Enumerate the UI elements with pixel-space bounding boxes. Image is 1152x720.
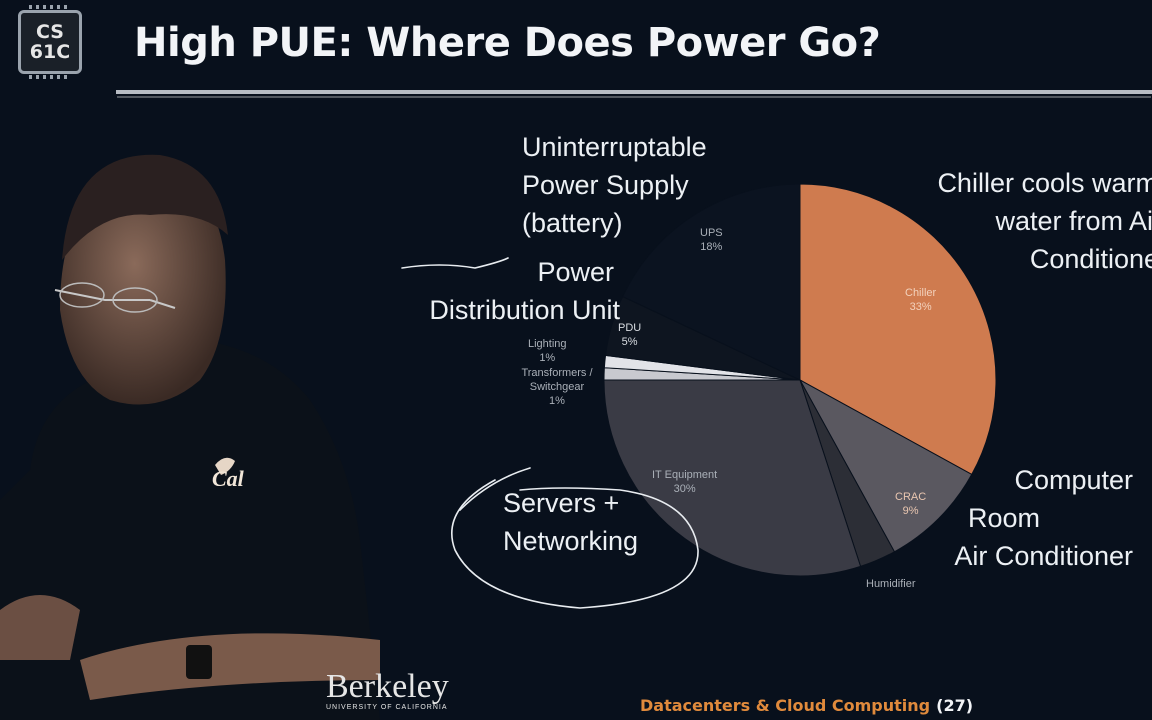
logo-line-2: 61C bbox=[29, 41, 71, 63]
svg-text:Cal: Cal bbox=[212, 466, 245, 491]
annotation-ups-line-2: Power Supply bbox=[522, 170, 689, 200]
annotation-chiller-line-2: water from Air bbox=[995, 206, 1152, 236]
annotation-pdu-line-1: Power bbox=[537, 257, 614, 287]
footer-topic: Datacenters & Cloud Computing bbox=[640, 696, 931, 715]
annotation-chiller-line-1: Chiller cools warm bbox=[937, 168, 1152, 198]
slice-value-transformers: 1% bbox=[549, 395, 565, 407]
slide-footer: Datacenters & Cloud Computing (27) bbox=[640, 696, 973, 715]
slide-title: High PUE: Where Does Power Go? bbox=[134, 20, 881, 66]
slice-name-pdu: PDU bbox=[618, 322, 642, 334]
pie-slice-chiller bbox=[799, 183, 997, 476]
pie-slice-crac bbox=[798, 378, 973, 553]
slice-name-transformers: Transformers / Switchgear bbox=[521, 367, 593, 393]
annotation-crac: Computer Room Air Conditioner bbox=[928, 461, 1133, 575]
slice-name-lighting: Lighting bbox=[528, 338, 567, 350]
slice-name-ups: UPS bbox=[700, 227, 723, 239]
annotation-chiller: Chiller cools warm water from Air Condit… bbox=[880, 164, 1152, 278]
slice-value-it-equipment: 30% bbox=[673, 483, 696, 495]
slice-label-transformers: Transformers / Switchgear 1% bbox=[515, 366, 599, 408]
page-number: (27) bbox=[936, 696, 974, 715]
slice-label-crac: CRAC 9% bbox=[895, 490, 926, 518]
annotation-it: Servers + Networking bbox=[503, 484, 638, 560]
berkeley-logo: Berkeley UNIVERSITY OF CALIFORNIA bbox=[326, 670, 449, 712]
slice-name-crac: CRAC bbox=[895, 491, 927, 503]
pie-slice-it-equipment bbox=[603, 379, 862, 577]
annotation-crac-line-3: Air Conditioner bbox=[954, 541, 1133, 571]
annotation-crac-line-1: Computer bbox=[1014, 465, 1133, 495]
annotation-pdu: Power Distribution Unit bbox=[384, 253, 620, 329]
slice-name-it-equipment: IT Equipment bbox=[652, 469, 718, 481]
berkeley-wordmark: Berkeley bbox=[326, 668, 449, 705]
speaker-figure: Cal bbox=[0, 154, 380, 720]
slice-value-ups: 18% bbox=[700, 241, 723, 253]
pie-slice-ups bbox=[621, 183, 801, 381]
slice-label-chiller: Chiller 33% bbox=[905, 286, 936, 314]
slice-value-pdu: 5% bbox=[621, 336, 638, 348]
logo-pins-top bbox=[29, 5, 71, 9]
cs61c-logo: CS 61C bbox=[18, 5, 82, 79]
slice-value-lighting: 1% bbox=[539, 352, 556, 364]
slice-name-chiller: Chiller bbox=[905, 287, 937, 299]
slice-value-chiller: 33% bbox=[909, 301, 932, 313]
annotation-it-line-1: Servers + bbox=[503, 488, 620, 518]
annotation-ups: Uninterruptable Power Supply (battery) bbox=[522, 128, 707, 242]
annotation-ups-line-1: Uninterruptable bbox=[522, 132, 707, 162]
slice-value-crac: 9% bbox=[902, 505, 919, 517]
annotation-ups-line-3: (battery) bbox=[522, 208, 623, 238]
it-pen-arrow bbox=[459, 467, 531, 511]
slice-label-ups: UPS 18% bbox=[700, 226, 723, 254]
slice-label-it-equipment: IT Equipment 30% bbox=[652, 468, 717, 496]
speaker-video: Cal bbox=[0, 154, 380, 720]
pdu-pen-arrow bbox=[401, 257, 509, 269]
it-pen-circle bbox=[451, 479, 699, 609]
annotation-chiller-line-3: Conditioner bbox=[1029, 244, 1152, 274]
slice-label-humidifier: Humidifier bbox=[866, 577, 916, 591]
title-divider bbox=[116, 90, 1152, 94]
power-breakdown-pie-chart bbox=[401, 183, 997, 609]
logo-pins-bottom bbox=[29, 75, 71, 79]
slice-name-humidifier: Humidifier bbox=[866, 578, 916, 590]
annotation-pdu-line-2: Distribution Unit bbox=[429, 295, 620, 325]
logo-line-1: CS bbox=[36, 21, 64, 43]
berkeley-subtitle: UNIVERSITY OF CALIFORNIA bbox=[326, 704, 448, 711]
annotation-it-line-2: Networking bbox=[503, 526, 639, 556]
annotation-crac-line-2: Room bbox=[968, 503, 1041, 533]
slice-label-lighting: Lighting 1% bbox=[528, 337, 567, 365]
slice-label-pdu: PDU 5% bbox=[618, 321, 641, 349]
